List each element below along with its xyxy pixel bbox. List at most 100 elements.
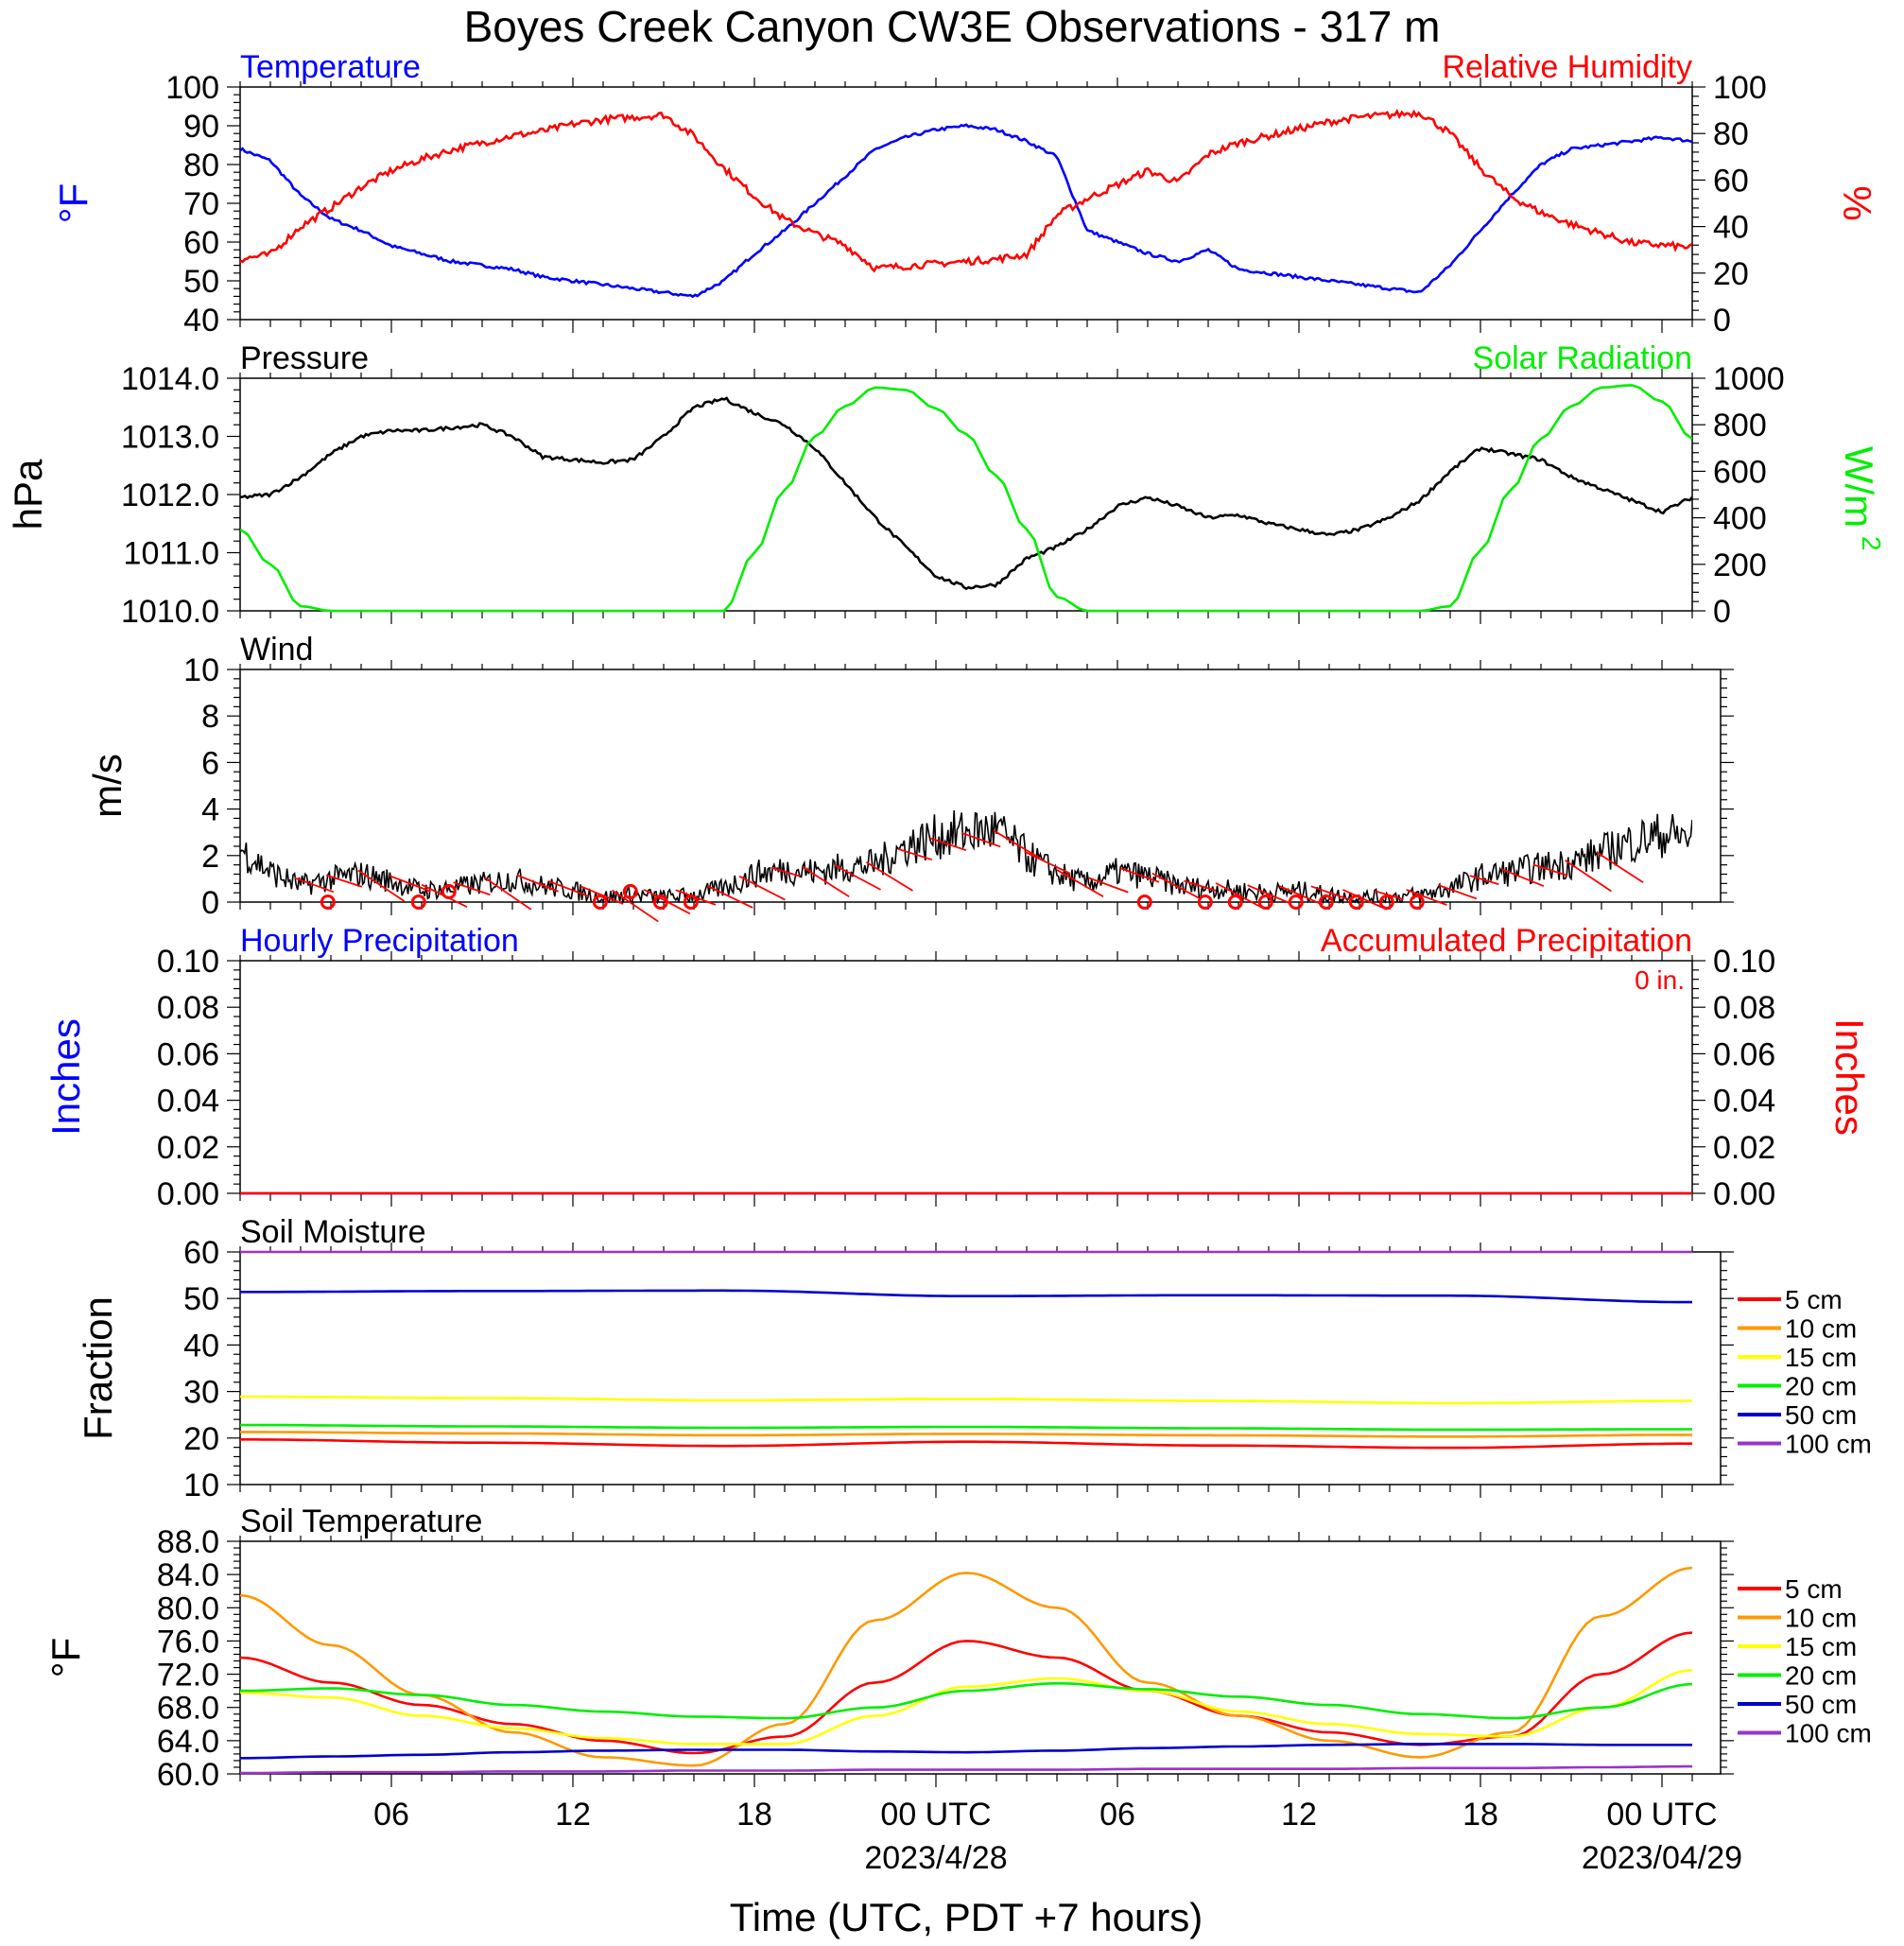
calm-marker (1227, 895, 1243, 910)
y-tick-label-left: 0.10 (157, 944, 219, 980)
wind-barb (993, 829, 1041, 860)
series-line-wind-speed (240, 809, 1692, 904)
y-axis-label-left: m/s (85, 754, 130, 818)
wind-barb (1151, 872, 1199, 899)
calm-marker (410, 895, 426, 910)
legend-label-50-cm: 50 cm (1785, 1690, 1857, 1719)
plot-frame (239, 960, 1693, 1194)
x-tick-label: 18 (1463, 1797, 1498, 1833)
y-tick-label-left: 6 (201, 745, 219, 781)
y-tick-label-left: 1014.0 (121, 361, 219, 397)
y-tick-label-left: 76.0 (157, 1624, 219, 1659)
wind-barb (1596, 851, 1644, 883)
series-group (240, 809, 1692, 904)
wind-barb (738, 875, 786, 901)
x-axis-label: Time (UTC, PDT +7 hours) (730, 1895, 1203, 1939)
calm-marker (592, 895, 608, 910)
y-tick-label-right: 0.00 (1713, 1176, 1775, 1212)
series-line-20-cm (240, 1423, 1692, 1432)
y-tick-label-left: 68.0 (157, 1691, 219, 1727)
wind-barb (580, 885, 624, 905)
calm-marker (1197, 895, 1213, 910)
y-tick-label-left: 10 (183, 652, 219, 688)
wind-barb (548, 880, 590, 897)
y-tick-label-right: 0.02 (1713, 1130, 1775, 1166)
x-tick-label: 06 (1099, 1797, 1135, 1833)
wind-barb (294, 877, 335, 894)
legend-label-15-cm: 15 cm (1785, 1343, 1857, 1372)
series-group (240, 384, 1692, 613)
y-tick-label-left: 64.0 (157, 1724, 219, 1760)
series-line-50-cm (240, 1289, 1692, 1304)
wind-barb (1025, 851, 1071, 875)
y-tick-label-left: 1010.0 (121, 594, 219, 630)
y-tick-label-left: 100 (165, 70, 219, 106)
wind-barb (516, 874, 560, 893)
y-axis-label-left: °F (43, 1638, 88, 1677)
legend-label-50-cm: 50 cm (1785, 1400, 1857, 1430)
series-line-100-cm (240, 1764, 1692, 1775)
wind-barb (961, 832, 1001, 848)
figure-title: Boyes Creek Canyon CW3E Observations - 3… (464, 2, 1441, 51)
y-tick-label-left: 80 (183, 148, 219, 183)
y-tick-label-left: 8 (201, 699, 219, 735)
panel-soil-temperature: 60.064.068.072.076.080.084.088.0 Soil Tem… (43, 1503, 1872, 1793)
calm-marker (1378, 895, 1394, 910)
series-line-pressure (240, 396, 1692, 591)
wind-barb (865, 861, 913, 892)
wind-barb (707, 885, 753, 909)
y-tick-label-left: 1013.0 (121, 420, 219, 456)
calm-marker (1136, 895, 1152, 910)
series-line-15-cm (240, 1668, 1692, 1746)
x-tick-label: 12 (1281, 1797, 1317, 1833)
y-tick-label-left: 40 (183, 1328, 219, 1364)
wind-barb (421, 883, 468, 909)
wind-barb (1088, 877, 1129, 894)
calm-marker (622, 883, 638, 899)
series-group (240, 1250, 1692, 1450)
y-tick-label-left: 0.08 (157, 990, 219, 1026)
x-axis: 06 12 18 00 UTC 06 12 18 00 UTC 2023/4/28 2023/04… (373, 1797, 1742, 1876)
legend-label-15-cm: 15 cm (1785, 1632, 1857, 1661)
wind-barb (802, 866, 850, 898)
wind-barb (1565, 860, 1612, 893)
plot-frame (239, 86, 1693, 321)
wind-barb (1469, 875, 1499, 885)
y-tick-label-left: 88.0 (157, 1524, 219, 1560)
x-date-label: 2023/4/28 (864, 1840, 1007, 1876)
wind-barb (484, 877, 532, 911)
panel-title-left: Soil Temperature (240, 1503, 482, 1539)
series-line-50-cm (240, 1743, 1692, 1760)
y-tick-label-left: 20 (183, 1421, 219, 1457)
panel-title-right: Solar Radiation (1473, 340, 1692, 376)
x-tick-label: 06 (373, 1797, 409, 1833)
wind-barb (1056, 869, 1104, 897)
y-tick-label-right: 0.08 (1713, 990, 1775, 1026)
y-tick-label-left: 30 (183, 1375, 219, 1411)
calm-marker (1318, 895, 1334, 910)
y-tick-label-left: 60.0 (157, 1757, 219, 1793)
panel-title-left: Hourly Precipitation (240, 923, 519, 959)
wind-barb (453, 881, 491, 896)
legend-label-20-cm: 20 cm (1785, 1661, 1857, 1691)
legend-label-10-cm: 10 cm (1785, 1604, 1857, 1633)
wind-barb (1247, 884, 1291, 905)
series-group (240, 1566, 1692, 1775)
series-group (240, 108, 1692, 299)
calm-marker (320, 895, 336, 910)
y-tick-label-right: 80 (1713, 116, 1749, 152)
y-tick-label-right: 60 (1713, 163, 1749, 199)
y-tick-label-left: 90 (183, 109, 219, 145)
y-tick-label-left: 1012.0 (121, 478, 219, 513)
y-tick-label-left: 40 (183, 303, 219, 339)
legend-label-100-cm: 100 cm (1785, 1430, 1872, 1459)
panel-pressure-solar: 1010.0 1011.0 1012.0 1013.0 1014.0 0 200 400 600… (6, 340, 1886, 630)
y-tick-label-right: 100 (1713, 70, 1767, 106)
series-line-solar-radiation (240, 384, 1692, 613)
panel-title-left: Temperature (240, 49, 421, 85)
panel-soil-moisture: 10 20 30 40 50 60 Soil Moisture Fraction 5 cm10 … (76, 1214, 1872, 1503)
y-tick-label-left: 80.0 (157, 1590, 219, 1626)
